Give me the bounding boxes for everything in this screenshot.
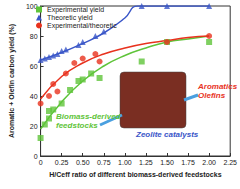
- svg-text:Aromatic + Olefin carbon yield: Aromatic + Olefin carbon yield (%): [8, 24, 16, 138]
- svg-text:0.25: 0.25: [55, 159, 69, 166]
- svg-text:Zeolite catalysts: Zeolite catalysts: [135, 130, 199, 139]
- svg-text:1.00: 1.00: [118, 159, 132, 166]
- svg-text:40: 40: [30, 93, 38, 100]
- svg-text:0.50: 0.50: [76, 159, 90, 166]
- svg-text:0: 0: [39, 159, 43, 166]
- svg-text:Aromatics: Aromatics: [197, 82, 238, 91]
- svg-text:0.75: 0.75: [97, 159, 111, 166]
- svg-text:80: 80: [30, 33, 38, 40]
- svg-text:20: 20: [30, 123, 38, 130]
- svg-text:H/Ceff ratio of different biom: H/Ceff ratio of different biomass-derive…: [49, 171, 221, 178]
- svg-text:feedstocks: feedstocks: [56, 121, 98, 130]
- svg-text:100: 100: [26, 3, 38, 10]
- svg-text:Biomass-derived: Biomass-derived: [56, 112, 122, 121]
- svg-text:Theoretic yield: Theoretic yield: [47, 14, 93, 22]
- svg-text:2.00: 2.00: [202, 159, 216, 166]
- svg-text:Olefins: Olefins: [198, 91, 226, 100]
- svg-text:1.25: 1.25: [139, 159, 153, 166]
- svg-text:Experimental/theoretic: Experimental/theoretic: [47, 22, 117, 30]
- svg-text:0: 0: [34, 153, 38, 160]
- svg-text:60: 60: [30, 63, 38, 70]
- svg-text:1.50: 1.50: [160, 159, 174, 166]
- svg-text:2.25: 2.25: [223, 159, 237, 166]
- svg-text:1.75: 1.75: [181, 159, 195, 166]
- svg-text:Experimental yield: Experimental yield: [47, 6, 104, 14]
